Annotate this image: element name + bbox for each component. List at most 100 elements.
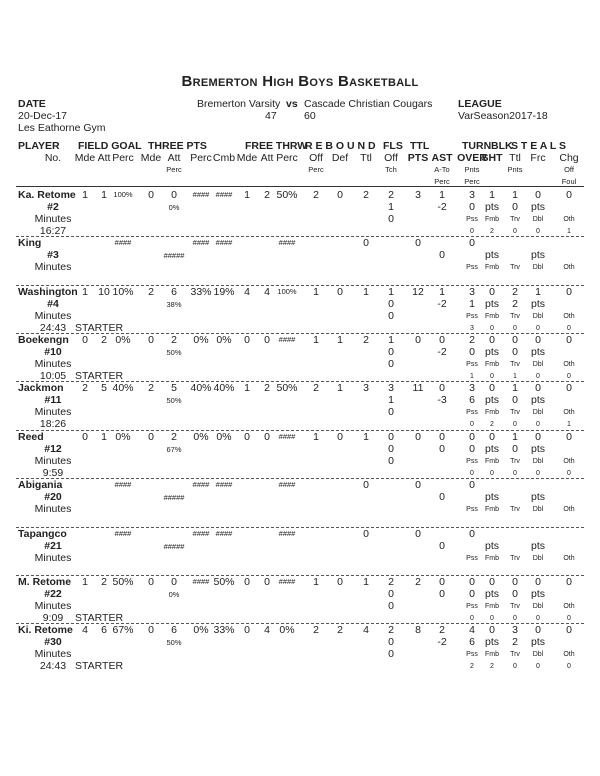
player-number: #3 [47,249,59,261]
player-number: #22 [44,588,62,600]
stat-cell: #### [278,238,296,247]
header-no: No. [44,152,62,164]
stat-cell: 2 [388,576,394,588]
turnover-type-label: Pss [466,409,478,416]
stat-cell: 40% [112,382,134,394]
ast-to-ratio: -3 [437,394,447,406]
header-col: Ttl [360,152,372,164]
stat-cell: 1 [439,286,445,298]
three-att-perc: 0% [168,203,180,212]
stat-cell: 6 [101,624,107,636]
tch-value: 0 [388,213,394,225]
stat-cell: 0 [566,334,572,346]
three-att-perc: 50% [166,396,182,405]
stat-cell: 3 [363,382,369,394]
header-col: Chg [559,152,579,164]
stat-cell: 0 [82,431,88,443]
stat-cell: 0 [82,334,88,346]
turnover-type-count: 0 [567,470,571,477]
ast-to-ratio: -2 [437,201,447,213]
turnover-type-label: Trv [510,216,520,223]
stat-cell: 3 [469,382,475,394]
stat-cell: 2 [171,431,177,443]
header-group: R E B O U N D [305,140,376,152]
turnover-type-label: Fmb [485,264,499,271]
header-col: Def [331,152,349,164]
pts-label: pts [530,298,546,310]
turnover-type-count: 1 [470,373,474,380]
turnover-type-count: 0 [513,421,517,428]
stat-cell: 8 [415,624,421,636]
header-col: Att [167,152,181,164]
row-divider [16,527,584,528]
turnover-type-label: Pss [466,264,478,271]
stat-cell: 1 [337,334,343,346]
stat-cell: 3 [415,189,421,201]
player-number: #11 [44,394,62,406]
turnover-type-count: 0 [567,663,571,670]
stat-cell: 2 [388,624,394,636]
stat-cell: 1 [439,189,445,201]
row-divider [16,333,584,334]
stat-cell: 0 [244,431,250,443]
stat-cell: 0 [469,528,475,540]
stat-cell: 4 [469,624,475,636]
off-tch: 0 [388,636,394,648]
row-divider [16,285,584,286]
starter-badge: STARTER [75,322,124,334]
starter-badge: STARTER [75,660,124,672]
turnover-type-label: Pss [466,216,478,223]
vs-label: vs [286,98,298,110]
pts-label: pts [530,540,546,552]
stat-cell: 2 [337,624,343,636]
stat-cell: 2 [313,624,319,636]
turnover-type-count: 0 [470,421,474,428]
stat-cell: 0 [415,528,421,540]
header-col: OVER [457,152,487,164]
player-name: Ki. Retome [18,624,73,636]
stat-cell: 0 [566,431,572,443]
ast-to-ratio: 0 [439,540,445,552]
stat-cell: 1 [313,334,319,346]
row-divider [16,575,584,576]
stat-cell: 0 [489,334,495,346]
stat-cell: 50% [276,189,298,201]
player-number: #4 [47,298,59,310]
header-group: PLAYER [18,140,60,152]
turnover-type-count: 0 [513,615,517,622]
stat-cell: 0 [171,189,177,201]
stat-cell: 2 [469,334,475,346]
stat-cell: 3 [512,624,518,636]
pts-label: pts [484,636,500,648]
stat-cell: 0 [439,431,445,443]
turnover-type-label: Dbl [532,555,544,562]
pts-label: pts [484,540,500,552]
three-att-perc: ##### [163,493,185,502]
stat-cell: #### [192,190,210,199]
stat-cell: 0 [148,431,154,443]
header-col: AST [431,152,453,164]
turnover-type-label: Pss [466,361,478,368]
stat-cell: 33% [213,624,235,636]
player-number: #21 [44,540,62,552]
stat-cell: 0 [337,286,343,298]
minutes-played: 24:43 [39,660,67,672]
stat-cell: 0 [415,479,421,491]
turnover-type-count: 0 [536,615,540,622]
header-col: Off [384,152,398,164]
pts-label: pts [484,443,500,455]
three-att-perc: 50% [166,638,182,647]
stat-cell: #### [278,480,296,489]
steal-pnts: 0 [512,443,518,455]
stat-cell: 1 [535,286,541,298]
header-col: Mde [74,152,96,164]
minutes-label: Minutes [34,648,72,660]
turnover-type-label: Dbl [532,651,544,658]
stat-cell: 0% [115,334,131,346]
stat-cell: #### [278,529,296,538]
turnover-type-count: 0 [470,615,474,622]
stat-cell: #### [192,480,210,489]
turnover-type-label: Fmb [485,409,499,416]
turnover-type-label: Oth [563,555,575,562]
stat-cell: 0 [337,431,343,443]
